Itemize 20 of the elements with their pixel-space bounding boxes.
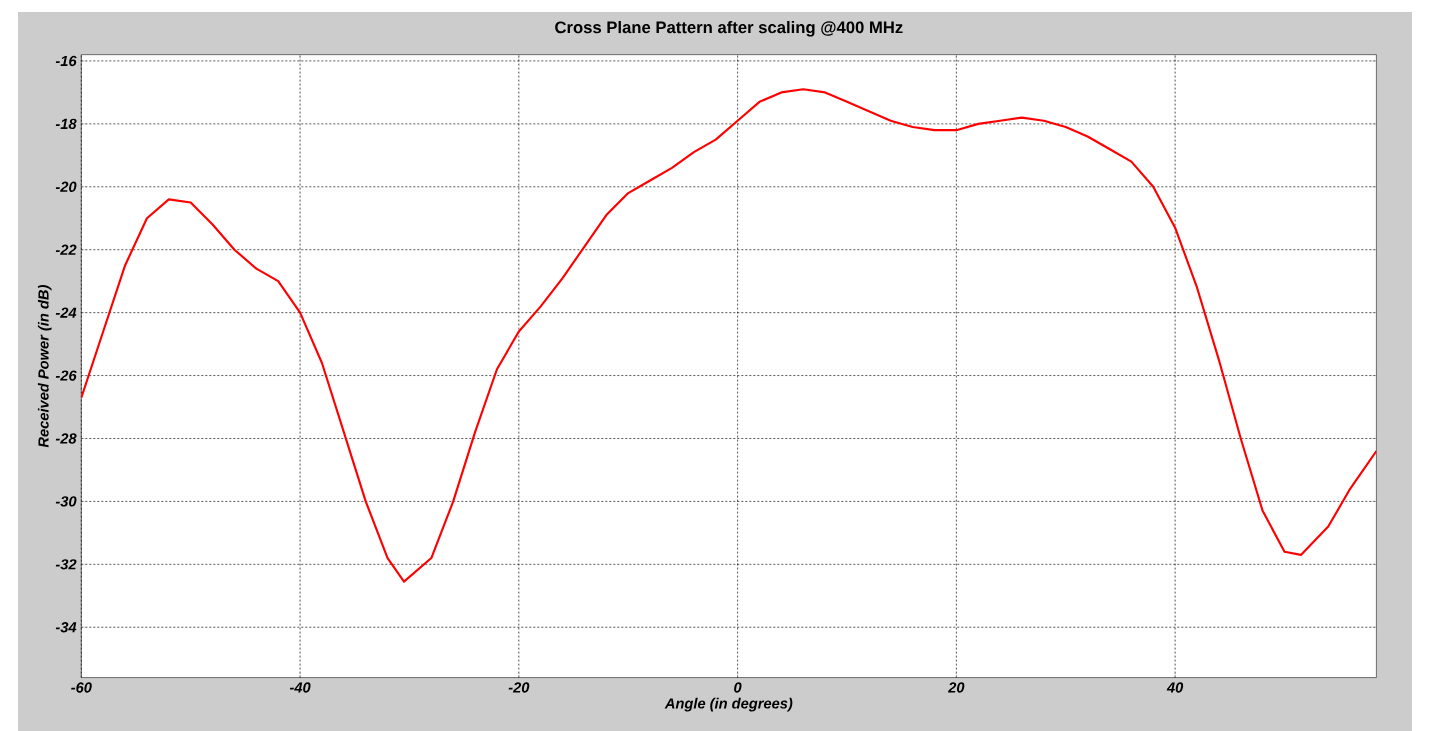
- y-axis-title: Received Power (in dB): [37, 285, 52, 448]
- x-tick-label: 0: [734, 682, 742, 693]
- y-tick-label: -16: [55, 55, 77, 67]
- chart-title: Cross Plane Pattern after scaling @400 MHz: [555, 20, 903, 37]
- y-tick-label: -30: [55, 496, 77, 507]
- x-tick-label: -40: [289, 682, 311, 693]
- x-axis-title: Angle (in degrees): [664, 697, 793, 712]
- x-tick-label: -60: [71, 682, 92, 693]
- y-tick-label: -28: [55, 433, 77, 444]
- y-tick-label: -32: [55, 559, 77, 570]
- y-tick-label: -20: [55, 181, 77, 192]
- y-tick-label: -26: [55, 370, 77, 381]
- x-tick-label: 20: [947, 682, 965, 693]
- x-tick-label: -20: [508, 682, 530, 693]
- y-tick-label: -22: [55, 244, 77, 255]
- y-tick-label: -18: [55, 118, 77, 130]
- y-tick-label: -24: [55, 307, 77, 318]
- line-series: [81, 88, 1377, 583]
- y-tick-label: -34: [55, 622, 77, 633]
- x-tick-label: 40: [1166, 682, 1184, 693]
